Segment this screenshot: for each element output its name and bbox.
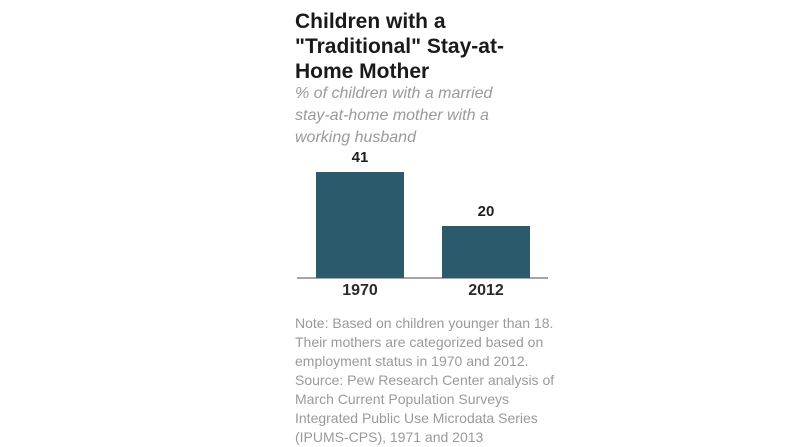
chart-source: Source: Pew Research Center analysis of …: [295, 372, 555, 445]
x-tick-label: 1970: [342, 282, 378, 299]
bar-2012: [442, 226, 530, 278]
bar-1970: [316, 172, 404, 278]
bar-value-label: 41: [351, 149, 369, 166]
plot-area: 41 1970 20 2012: [297, 149, 548, 299]
bar-value-label: 20: [477, 203, 495, 220]
x-tick-label: 2012: [468, 282, 504, 299]
chart-subtitle: % of children with a married stay-at-hom…: [295, 85, 493, 146]
chart-note: Note: Based on children younger than 18.…: [295, 315, 554, 369]
chart-title: Children with a "Traditional" Stay-at- H…: [295, 10, 504, 83]
x-axis-line: [297, 277, 548, 279]
